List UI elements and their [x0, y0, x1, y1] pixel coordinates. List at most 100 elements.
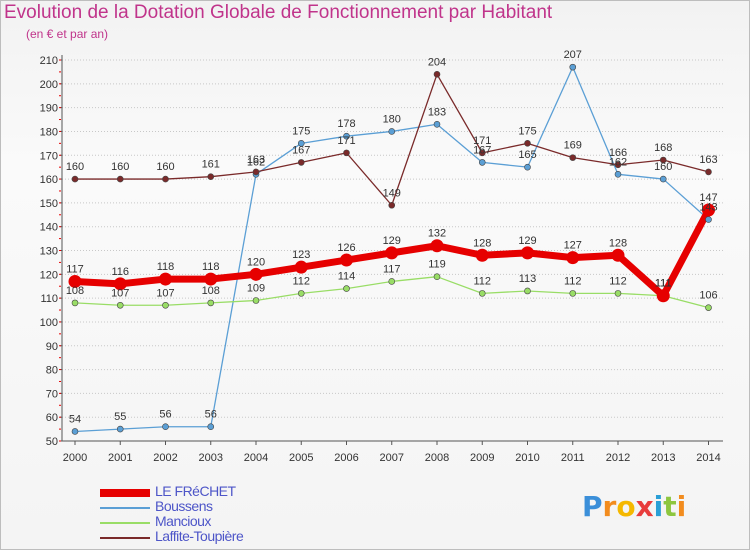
series-2-label-2001: 107 — [111, 287, 129, 299]
series-0-label-2011: 127 — [564, 240, 582, 252]
series-0-point-2003 — [204, 272, 218, 286]
series-1-point-2011 — [569, 63, 577, 71]
series-2-point-2004 — [252, 297, 260, 304]
series-3-point-2000 — [71, 175, 79, 183]
y-tick-label-80: 80 — [46, 365, 58, 377]
series-0-point-2012 — [611, 248, 625, 262]
x-tick-label-2007: 2007 — [380, 452, 404, 464]
x-tick-label-2004: 2004 — [244, 452, 268, 464]
series-1-label-2008: 183 — [428, 106, 446, 118]
logo-letter: i — [676, 490, 687, 523]
y-tick-label-90: 90 — [46, 341, 58, 353]
series-0-label-2007: 129 — [383, 235, 401, 247]
series-0-point-2007 — [385, 246, 399, 260]
series-0-label-2014: 147 — [699, 192, 717, 204]
series-1-label-2014: 143 — [699, 202, 717, 214]
series-1-point-2009 — [478, 159, 486, 166]
series-3-label-2006: 171 — [337, 135, 355, 147]
series-0-label-2013: 111 — [655, 278, 672, 290]
series-3-label-2010: 175 — [518, 125, 536, 137]
series-1-label-2011: 207 — [564, 49, 582, 61]
series-2-label-2005: 112 — [292, 275, 310, 287]
logo-letter: r — [602, 490, 617, 523]
y-tick-label-130: 130 — [40, 246, 58, 258]
x-tick-label-2012: 2012 — [606, 452, 630, 464]
proxiti-logo: Proxiti — [582, 490, 686, 523]
series-3-point-2012 — [614, 161, 622, 169]
series-2-label-2004: 109 — [247, 283, 265, 295]
chart-subtitle: (en € et par an) — [26, 27, 109, 41]
series-2-label-2012: 112 — [609, 275, 627, 287]
series-3-label-2001: 160 — [111, 161, 129, 173]
legend-label-3: Laffite-Toupière — [155, 528, 244, 544]
series-1-label-2007: 180 — [383, 113, 401, 125]
series-3-label-2000: 160 — [66, 161, 84, 173]
series-3-label-2009: 171 — [473, 135, 491, 147]
series-3-point-2011 — [569, 154, 577, 161]
series-2-label-2009: 112 — [473, 275, 491, 287]
logo-letter: o — [616, 490, 636, 523]
series-2-point-2000 — [71, 299, 79, 307]
x-tick-label-2010: 2010 — [515, 452, 539, 464]
series-1-label-2000: 54 — [69, 413, 81, 425]
y-tick-label-120: 120 — [40, 269, 58, 281]
x-tick-label-2009: 2009 — [470, 452, 494, 464]
x-tick-label-2000: 2000 — [63, 452, 87, 464]
series-2-label-2011: 112 — [564, 275, 582, 287]
y-tick-label-200: 200 — [40, 79, 58, 91]
series-0-point-2004 — [249, 267, 263, 281]
series-3-point-2003 — [207, 173, 215, 180]
series-2-label-2014: 106 — [699, 290, 717, 302]
x-tick-label-2013: 2013 — [651, 452, 675, 464]
x-tick-label-2001: 2001 — [108, 452, 132, 464]
series-1-point-2006 — [343, 132, 350, 140]
legend-swatch-2 — [100, 522, 150, 524]
axes: 50 60 70 80 90 100 110 120 130 140 150 160 170 180 190… — [40, 55, 723, 464]
series-3-label-2011: 169 — [564, 140, 582, 152]
series-1-point-2008 — [433, 120, 441, 128]
series-0-label-2006: 126 — [337, 242, 355, 254]
series-1-label-2001: 55 — [114, 411, 126, 423]
series-2-label-2010: 113 — [519, 273, 537, 285]
y-tick-label-190: 190 — [40, 103, 58, 115]
series-3-label-2004: 163 — [247, 154, 265, 166]
series-1-label-2003: 56 — [205, 409, 217, 421]
series-3-point-2006 — [343, 149, 350, 157]
series-2-label-2008: 119 — [428, 259, 446, 271]
series-1-label-2012: 162 — [609, 156, 627, 168]
series-1-label-2010: 165 — [518, 149, 536, 161]
series-1-point-2013 — [659, 175, 667, 183]
series-1-label-2013: 160 — [654, 161, 672, 173]
series-0-label-2003: 118 — [202, 261, 220, 273]
series-0-point-2010 — [521, 246, 534, 260]
series-2-point-2001 — [116, 301, 124, 309]
series-0-label-2012: 128 — [609, 237, 627, 249]
x-tick-label-2008: 2008 — [425, 452, 449, 464]
series-0-label-2010: 129 — [518, 235, 536, 247]
legend-label-2: Mancioux — [155, 513, 211, 529]
series-0-point-2005 — [294, 260, 308, 274]
x-tick-label-2006: 2006 — [334, 452, 358, 464]
series-1-point-2002 — [162, 423, 169, 431]
series-2-point-2014 — [705, 304, 712, 311]
y-tick-label-70: 70 — [46, 388, 58, 400]
series-0-label-2008: 132 — [428, 228, 446, 240]
series-3-label-2002: 160 — [156, 161, 174, 173]
series-1-point-2010 — [524, 163, 531, 171]
series-3-label-2013: 168 — [654, 142, 672, 154]
series-1-label-2009: 167 — [473, 144, 491, 156]
y-tick-label-160: 160 — [40, 174, 58, 186]
series-2-label-2007: 117 — [383, 263, 401, 275]
series-1-point-2001 — [116, 425, 124, 433]
series-1-label-2006: 178 — [337, 118, 355, 130]
series-0-point-2011 — [566, 251, 580, 265]
legend-label-1: Boussens — [155, 498, 213, 514]
series-0-point-2002 — [159, 272, 172, 286]
series-2-label-2002: 107 — [156, 287, 174, 299]
series-2-point-2009 — [478, 290, 486, 297]
series-1-point-2003 — [207, 423, 215, 431]
series-0-label-2004: 120 — [247, 256, 265, 268]
series-3-point-2013 — [659, 156, 667, 164]
